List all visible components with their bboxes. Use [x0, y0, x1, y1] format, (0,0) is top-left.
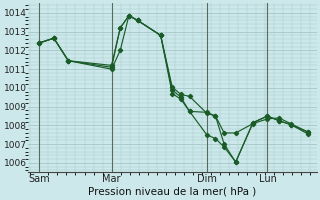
- X-axis label: Pression niveau de la mer( hPa ): Pression niveau de la mer( hPa ): [88, 187, 256, 197]
